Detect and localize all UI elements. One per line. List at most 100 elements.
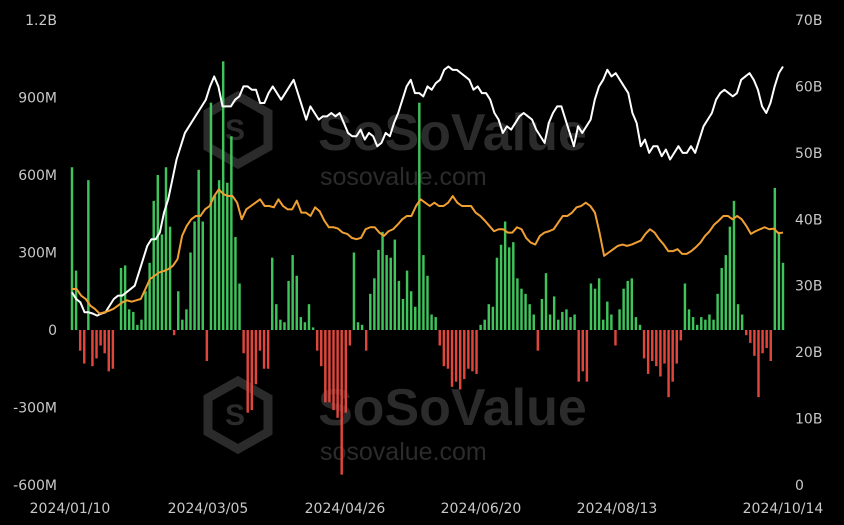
net-inflow-bar [634, 317, 638, 330]
net-inflow-bar [238, 283, 241, 330]
net-inflow-bar [91, 330, 94, 367]
net-inflow-bar [369, 293, 372, 330]
net-inflow-bar [687, 309, 691, 330]
net-inflow-bar [695, 324, 699, 330]
net-inflow-bar [348, 330, 352, 346]
net-inflow-bar [401, 299, 405, 330]
net-inflow-bar [720, 268, 723, 330]
net-inflow-bar [524, 293, 527, 330]
net-inflow-bar [266, 330, 270, 369]
net-inflow-bar [732, 200, 736, 330]
sosovalue-logo-icon: S [203, 375, 273, 455]
net-inflow-bar [593, 288, 597, 330]
net-inflow-bar [332, 330, 335, 411]
right-axis-tick-label: 30B [795, 279, 822, 295]
net-inflow-bar [409, 291, 413, 330]
net-inflow-bar [454, 330, 458, 382]
net-inflow-bar [442, 330, 446, 367]
watermark-bottom: S SoSoValue sosovalue.com [203, 375, 587, 466]
net-inflow-bar [95, 330, 98, 359]
right-axis: 0 10B 20B 30B 40B 50B 60B 70B [795, 13, 822, 494]
net-inflow-bar [777, 231, 781, 330]
net-inflow-bar [520, 288, 523, 330]
net-inflow-bar [589, 283, 593, 330]
net-inflow-bar [663, 330, 666, 364]
net-inflow-bar [262, 330, 266, 369]
net-inflow-bar [659, 330, 662, 377]
net-inflow-bar [548, 314, 552, 330]
x-axis-tick-label: 2024/03/05 [168, 501, 249, 517]
net-inflow-bar [181, 319, 184, 330]
net-inflow-bar [655, 330, 658, 367]
net-inflow-bar [132, 311, 135, 330]
net-inflow-bar [540, 299, 544, 330]
net-inflow-bar [671, 330, 674, 382]
right-axis-tick-label: 70B [795, 13, 822, 29]
net-inflow-bar [712, 319, 715, 330]
net-inflow-bar [761, 330, 764, 354]
net-inflow-bar [585, 330, 589, 382]
net-inflow-bar [221, 61, 225, 330]
net-inflow-bar [405, 270, 409, 330]
right-axis-tick-label: 60B [795, 79, 822, 95]
net-inflow-bar [508, 247, 511, 330]
net-inflow-bars [70, 61, 785, 475]
x-axis-tick-label: 2024/06/20 [441, 501, 522, 517]
net-inflow-bar [716, 293, 719, 330]
net-inflow-bar [569, 317, 572, 330]
net-inflow-bar [397, 280, 401, 330]
net-inflow-bar [467, 330, 470, 369]
net-inflow-bar [471, 330, 474, 372]
net-inflow-bar [434, 317, 437, 330]
watermark-brand: SoSoValue [318, 379, 587, 437]
net-inflow-bar [123, 265, 127, 330]
net-inflow-bar [279, 319, 282, 330]
net-inflow-bar [168, 226, 172, 330]
net-inflow-bar [749, 330, 752, 343]
net-inflow-bar [185, 309, 188, 330]
net-inflow-bar [307, 304, 311, 330]
net-inflow-bar [446, 330, 450, 369]
net-inflow-bar [344, 330, 347, 413]
net-inflow-bar [193, 221, 196, 330]
x-axis: 2024/01/10 2024/03/05 2024/04/26 2024/06/20… [30, 501, 824, 517]
net-inflow-bar [217, 180, 221, 330]
net-inflow-bar [201, 221, 204, 330]
net-inflow-bar [70, 167, 74, 330]
net-inflow-bar [103, 330, 106, 354]
net-inflow-bar [389, 257, 392, 330]
watermark-url: sosovalue.com [320, 438, 487, 466]
net-inflow-bar [683, 283, 687, 330]
net-inflow-bar [491, 306, 495, 330]
net-inflow-bar [573, 314, 576, 330]
net-inflow-bar [250, 330, 254, 411]
net-inflow-bar [503, 221, 507, 330]
x-axis-tick-label: 2024/10/14 [743, 501, 824, 517]
net-inflow-bar [512, 242, 515, 330]
net-inflow-bar [561, 311, 564, 330]
net-inflow-bar [164, 167, 168, 330]
net-inflow-bar [581, 330, 584, 372]
net-inflow-bar [614, 330, 617, 346]
net-inflow-bar [630, 278, 634, 330]
net-inflow-bar [532, 314, 535, 330]
net-inflow-bar [700, 317, 703, 330]
net-inflow-bar [565, 309, 568, 330]
net-inflow-bar [283, 322, 286, 330]
net-inflow-bar [258, 330, 262, 351]
left-axis-tick-label: 1.2B [25, 13, 57, 29]
net-inflow-bar [479, 324, 482, 330]
net-inflow-bar [646, 330, 650, 374]
net-inflow-bar [745, 330, 748, 336]
net-inflow-bar [393, 239, 397, 330]
net-inflow-bar [704, 319, 707, 330]
net-inflow-bar [209, 102, 213, 330]
net-inflow-bar [119, 268, 123, 330]
net-inflow-bar [557, 319, 560, 330]
net-inflow-bar [373, 278, 376, 330]
net-inflow-bar [691, 317, 695, 330]
net-inflow-bar [753, 330, 756, 356]
net-inflow-bar [601, 319, 605, 330]
net-inflow-bar [234, 237, 237, 330]
net-inflow-bar [438, 330, 441, 346]
